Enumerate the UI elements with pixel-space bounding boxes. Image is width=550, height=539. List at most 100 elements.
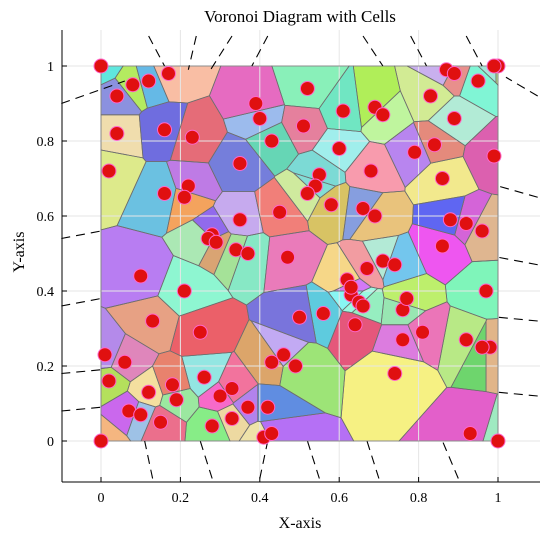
seed-point <box>446 111 462 126</box>
voronoi-ray <box>497 391 538 397</box>
y-tick-label: 0 <box>47 435 54 450</box>
voronoi-ray <box>497 316 538 322</box>
seed-point <box>299 81 315 96</box>
seed-point <box>486 58 502 74</box>
seed-point <box>415 324 431 340</box>
seed-point <box>426 137 442 153</box>
seed-point <box>367 208 383 224</box>
y-tick-label: 0.6 <box>37 210 55 225</box>
seed-point <box>160 66 176 81</box>
seed-point <box>399 291 415 306</box>
seed-point <box>141 384 157 400</box>
voronoi-cell <box>445 260 498 320</box>
x-tick-label: 0.2 <box>172 491 190 506</box>
voronoi-cell <box>337 239 384 289</box>
seed-point <box>141 73 157 89</box>
voronoi-cell <box>105 295 180 354</box>
seed-point <box>292 309 307 325</box>
seed-point <box>117 354 133 370</box>
seed-point <box>212 388 228 404</box>
seed-point <box>434 171 450 186</box>
seed-point <box>252 111 268 126</box>
voronoi-cell <box>157 255 233 317</box>
seed-point <box>248 96 264 111</box>
voronoi-cell <box>257 383 326 422</box>
voronoi-ray <box>441 440 459 479</box>
voronoi-cell <box>245 122 299 177</box>
voronoi-cell <box>428 96 496 146</box>
seed-points <box>93 58 506 449</box>
seed-point <box>153 414 169 430</box>
seed-point <box>315 306 331 321</box>
seed-point <box>474 339 490 355</box>
seed-point <box>458 216 474 231</box>
seed-point <box>101 373 117 389</box>
voronoi-ray <box>497 256 538 266</box>
seed-point <box>288 358 304 374</box>
x-tick-labels: 0 0.2 0.4 0.6 0.8 1 <box>98 491 502 506</box>
seed-point <box>486 148 502 164</box>
seed-point <box>295 118 311 134</box>
voronoi-cell <box>327 311 382 371</box>
voronoi-cell <box>486 318 498 394</box>
seed-point <box>458 332 474 348</box>
seed-point <box>264 133 280 149</box>
seed-point <box>196 369 212 385</box>
voronoi-ray <box>251 35 269 67</box>
seed-point <box>224 411 240 426</box>
voronoi-cell <box>251 320 309 367</box>
seed-point <box>164 377 180 393</box>
seed-point <box>490 433 506 449</box>
seed-point <box>232 156 248 171</box>
seed-point <box>240 399 256 415</box>
seed-point <box>133 407 149 423</box>
voronoi-cell <box>260 412 354 441</box>
seed-point <box>276 347 292 363</box>
voronoi-cell <box>454 189 492 245</box>
seed-point <box>204 418 220 434</box>
voronoi-cell <box>209 66 285 120</box>
voronoi-ray <box>61 406 102 412</box>
voronoi-cell <box>353 66 401 128</box>
seed-point <box>434 238 450 254</box>
seed-point <box>109 126 125 141</box>
voronoi-ray <box>144 440 154 479</box>
seed-point <box>125 77 141 93</box>
seed-point <box>272 204 288 220</box>
voronoi-ray <box>410 35 428 67</box>
x-tick-label: 0 <box>98 491 105 506</box>
voronoi-ray <box>61 369 102 375</box>
voronoi-ray <box>497 185 538 198</box>
seed-point <box>280 249 296 265</box>
voronoi-edges <box>100 65 499 442</box>
y-tick-label: 0.2 <box>37 360 55 375</box>
voronoi-cell <box>451 321 487 392</box>
voronoi-cell <box>246 285 317 343</box>
seed-point <box>157 122 173 138</box>
voronoi-cell-edge <box>459 65 499 118</box>
y-tick-label: 1 <box>47 60 54 75</box>
seed-point <box>331 141 347 156</box>
axes-frame <box>61 30 540 483</box>
seed-point <box>97 347 113 363</box>
seed-point <box>264 426 280 441</box>
voronoi-cell-edge <box>184 406 231 442</box>
seed-point <box>323 197 339 213</box>
seed-point <box>176 189 192 205</box>
voronoi-cell <box>459 66 498 117</box>
x-tick-label: 1 <box>495 491 502 506</box>
seed-point <box>176 283 192 299</box>
voronoi-cell-edge <box>398 386 498 442</box>
seed-point <box>462 426 478 441</box>
seed-point <box>343 279 359 295</box>
seed-point <box>474 223 490 239</box>
seed-point <box>335 103 351 119</box>
seed-point <box>168 392 184 408</box>
voronoi-cell-edge <box>140 404 187 442</box>
seed-point <box>387 257 403 273</box>
seed-point <box>387 366 403 381</box>
seed-point <box>133 268 149 284</box>
voronoi-ray <box>61 230 102 240</box>
seed-point <box>299 186 315 201</box>
seed-point <box>446 66 462 81</box>
